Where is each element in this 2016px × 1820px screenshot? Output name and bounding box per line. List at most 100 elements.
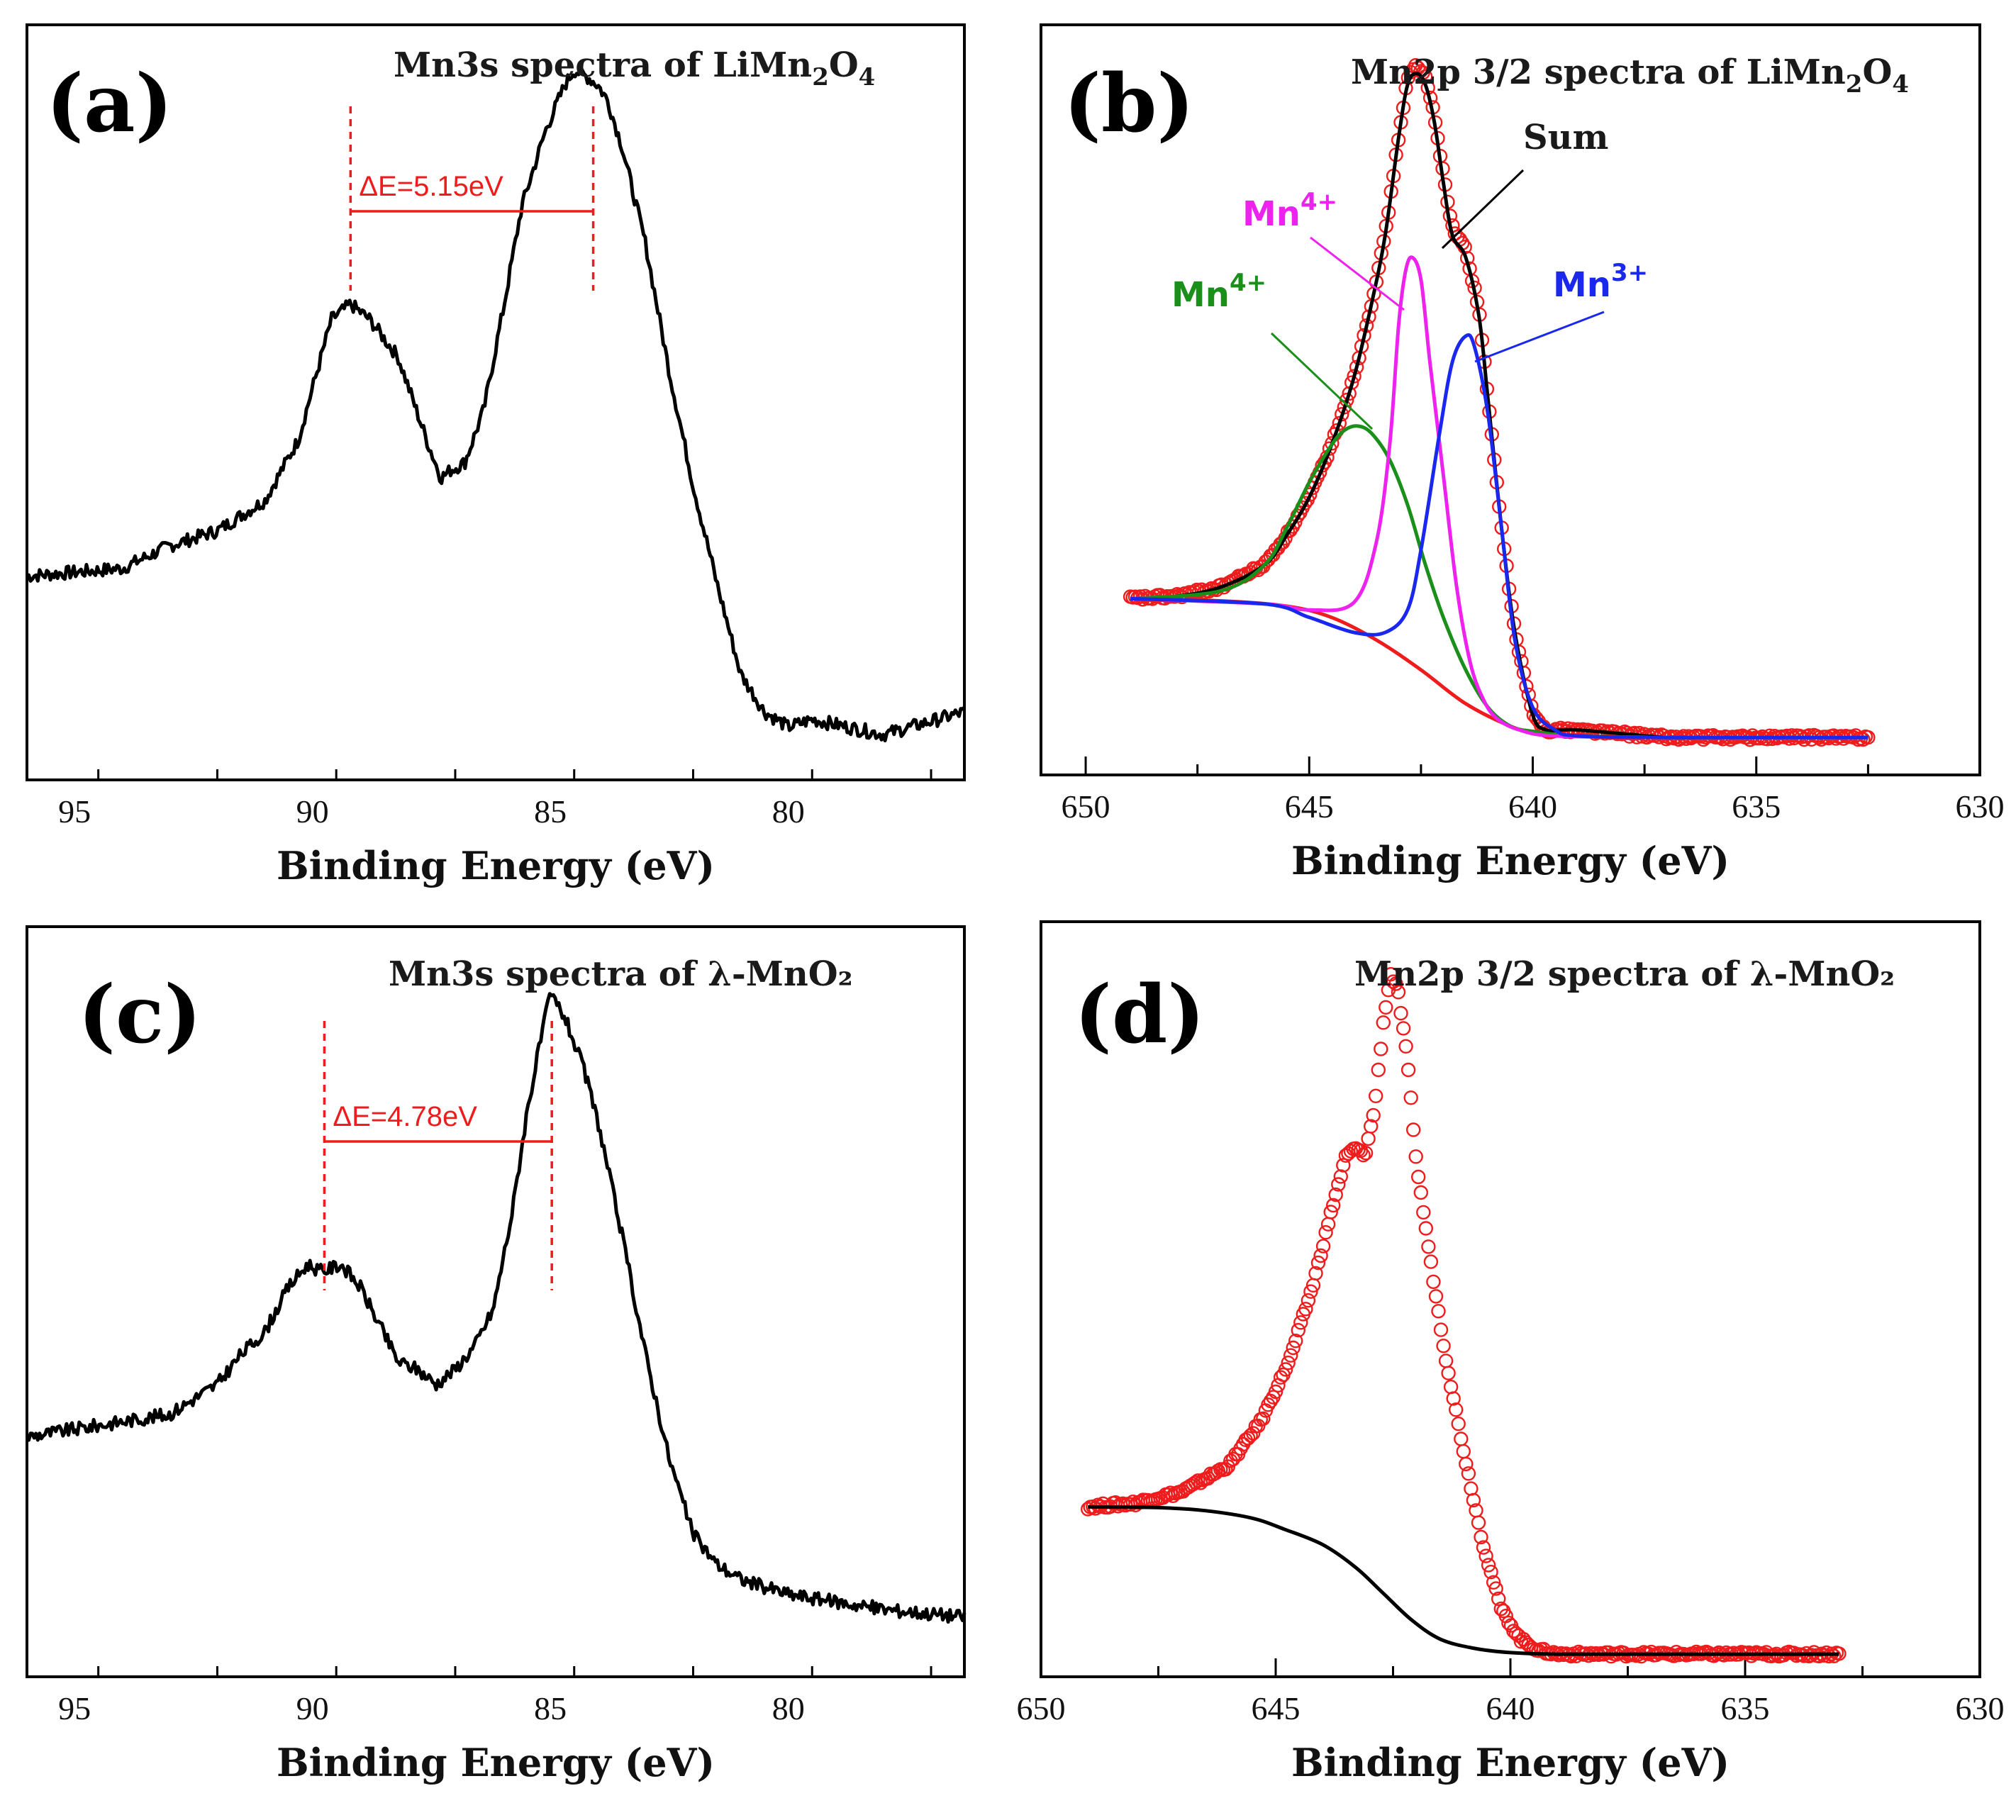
raw-data-point bbox=[1188, 1475, 1203, 1490]
panel-c-title: Mn3s spectra of λ-MnO₂ bbox=[389, 954, 853, 994]
raw-data-point bbox=[1261, 1397, 1276, 1412]
raw-data-point bbox=[1366, 1107, 1381, 1123]
x-tick-label-b: 650 bbox=[1062, 788, 1110, 825]
raw-data-point bbox=[1315, 1239, 1331, 1254]
raw-data-point bbox=[1393, 1005, 1408, 1021]
raw-data-point bbox=[1446, 1391, 1461, 1406]
raw-data-point bbox=[1310, 1255, 1326, 1271]
raw-data-point bbox=[1488, 1581, 1503, 1596]
x-axis-label-a: Binding Energy (eV) bbox=[277, 843, 715, 888]
panel-d: 650 645 640 635 630 Binding Energy (eV) (d) M… bbox=[1017, 920, 2005, 1785]
raw-data-point bbox=[1298, 1302, 1313, 1317]
x-tick-label-c: 90 bbox=[296, 1690, 329, 1726]
raw-data-point bbox=[1433, 1322, 1449, 1337]
raw-data-point bbox=[1451, 1416, 1466, 1431]
x-tick-label-d: 630 bbox=[1956, 1690, 2005, 1726]
raw-data-point bbox=[1413, 1185, 1429, 1200]
panel-a-label: (a) bbox=[46, 57, 173, 150]
raw-data-point bbox=[1493, 1601, 1509, 1617]
raw-data-point bbox=[1388, 976, 1403, 991]
raw-data-point bbox=[1308, 1266, 1323, 1281]
raw-data-point bbox=[1418, 1221, 1434, 1236]
raw-data-point bbox=[1426, 1274, 1441, 1290]
raw-data-point bbox=[1303, 1284, 1318, 1299]
delta-e-label-c: ΔE=4.78eV bbox=[333, 1101, 477, 1132]
raw-data-point bbox=[1331, 1177, 1346, 1192]
raw-data-point bbox=[1441, 1366, 1456, 1380]
x-tick-label-d: 650 bbox=[1017, 1690, 1066, 1726]
panel-d-title: Mn2p 3/2 spectra of λ-MnO₂ bbox=[1354, 954, 1895, 994]
raw-data-point bbox=[1506, 1624, 1521, 1638]
raw-data-point bbox=[1461, 1466, 1476, 1481]
series-line-c bbox=[25, 992, 967, 1624]
plot-a: 95 90 85 80 Binding Energy (eV) ΔE=5.15eV bbox=[26, 23, 966, 888]
raw-data-point bbox=[1421, 1239, 1436, 1254]
raw-data-point bbox=[1336, 1158, 1351, 1173]
raw-data-point bbox=[1318, 1224, 1333, 1240]
x-tick-label-d: 645 bbox=[1252, 1690, 1301, 1726]
raw-data-point bbox=[1356, 1147, 1371, 1163]
series-background-d bbox=[1088, 1504, 1839, 1656]
x-tick-label-d: 635 bbox=[1721, 1690, 1770, 1726]
ion-label-mn-4plus: Mn4+ bbox=[1242, 188, 1337, 234]
raw-data-point bbox=[1410, 1169, 1426, 1185]
x-tick-label-b: 635 bbox=[1732, 788, 1781, 825]
raw-data-point bbox=[1423, 1254, 1439, 1269]
raw-data-point bbox=[1396, 1021, 1411, 1036]
x-tick-label-a: 95 bbox=[58, 793, 91, 830]
raw-data-point bbox=[1391, 985, 1406, 1000]
raw-data-point bbox=[1486, 1575, 1501, 1590]
panel-c-label: (c) bbox=[78, 968, 201, 1061]
raw-data-point bbox=[1363, 1119, 1379, 1134]
raw-data-point bbox=[1240, 1431, 1256, 1446]
series-line-a bbox=[26, 65, 966, 742]
raw-data-point bbox=[1293, 1315, 1308, 1330]
raw-data-point bbox=[1301, 1293, 1316, 1308]
panel-b-label: (b) bbox=[1064, 57, 1194, 150]
series-mn4-magenta--b bbox=[1130, 255, 1869, 739]
raw-data-point bbox=[1471, 1515, 1486, 1530]
raw-data-point bbox=[1379, 1000, 1393, 1015]
raw-data-point bbox=[1256, 1411, 1271, 1427]
raw-data-point bbox=[1268, 1384, 1283, 1400]
raw-data-point bbox=[1283, 1348, 1298, 1363]
raw-data-point bbox=[1332, 415, 1347, 431]
series-raw-data-d bbox=[1080, 966, 1847, 1664]
raw-data-point bbox=[1376, 1015, 1391, 1030]
raw-data-point bbox=[1323, 1205, 1338, 1219]
ion-leader-line bbox=[1441, 169, 1525, 250]
x-axis-label-b: Binding Energy (eV) bbox=[1291, 838, 1730, 883]
ion-label-sum: Sum bbox=[1523, 118, 1608, 157]
axes-frame-a bbox=[26, 23, 966, 781]
raw-data-point bbox=[1416, 1205, 1431, 1220]
series-sum-b bbox=[1130, 72, 1869, 739]
raw-data-point bbox=[1428, 1289, 1444, 1304]
raw-data-point bbox=[1281, 1355, 1296, 1370]
raw-data-point bbox=[1342, 386, 1357, 401]
plot-d: 650 645 640 635 630 Binding Energy (eV) bbox=[1017, 920, 2005, 1785]
raw-data-point bbox=[1291, 1322, 1306, 1338]
raw-data-point bbox=[1325, 1197, 1341, 1213]
panel-c: 95 90 85 80 Binding Energy (eV) ΔE=4.78eV (c)… bbox=[25, 925, 967, 1785]
x-tick-label-a: 80 bbox=[772, 793, 805, 830]
panel-b-title: Mn2p 3/2 spectra of LiMn2O4 bbox=[1351, 52, 1909, 99]
x-tick-label-b: 630 bbox=[1956, 788, 2005, 825]
ion-leader-line bbox=[1474, 311, 1605, 363]
raw-data-point bbox=[1403, 1090, 1418, 1105]
raw-data-point bbox=[1491, 1591, 1506, 1607]
raw-data-point bbox=[1400, 1062, 1416, 1078]
raw-data-point bbox=[1123, 1497, 1138, 1512]
raw-data-point bbox=[1218, 1462, 1233, 1477]
raw-data-point bbox=[1374, 1042, 1388, 1056]
raw-data-point bbox=[1459, 1456, 1474, 1472]
x-axis-label-c: Binding Energy (eV) bbox=[277, 1740, 715, 1785]
delta-e-label-a: ΔE=5.15eV bbox=[359, 171, 503, 202]
raw-data-point bbox=[1368, 1088, 1383, 1104]
raw-data-point bbox=[1448, 1402, 1464, 1417]
raw-data-point bbox=[1405, 1122, 1421, 1137]
raw-data-point bbox=[1288, 1333, 1303, 1349]
raw-data-point bbox=[1478, 1548, 1493, 1563]
ion-label-mn-3plus: Mn3+ bbox=[1553, 259, 1648, 305]
